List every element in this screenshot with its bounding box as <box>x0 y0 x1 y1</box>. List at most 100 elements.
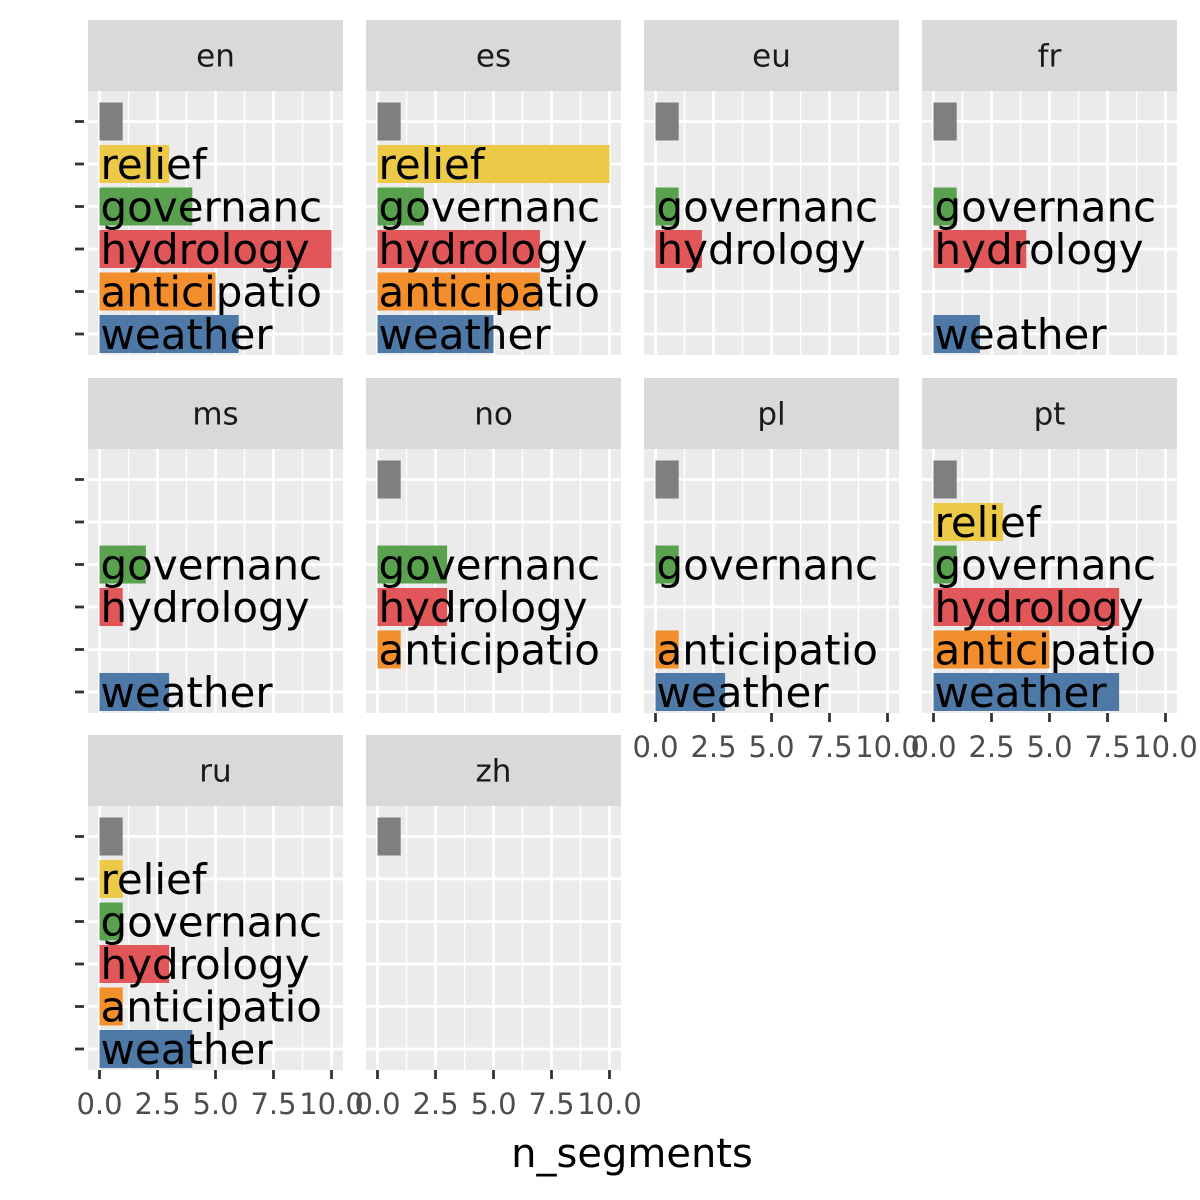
bar-label-governance: governanc <box>101 183 323 232</box>
bar-hydrology <box>655 230 702 268</box>
facets-layer: enreliefgovernanchydrologyanticipatiowea… <box>75 20 1198 1121</box>
bar-label-hydrology: hydrology <box>101 225 310 274</box>
facet-strip <box>366 735 621 806</box>
bar-anticipation <box>655 630 679 669</box>
x-tick-label: 2.5 <box>412 1087 458 1121</box>
bar-label-governance: governanc <box>101 541 323 590</box>
facet-panel-es: es reliefgovernanchydrologyanticipatiowea… <box>366 20 621 359</box>
bar-label-weather: weather <box>101 1025 274 1074</box>
bar-hydrology <box>933 588 1120 626</box>
bar-label-governance: governanc <box>657 183 879 232</box>
facet-strip <box>366 378 621 449</box>
bar-label-hydrology: hydrology <box>935 225 1144 274</box>
x-tick-label: 10.0 <box>855 730 920 764</box>
facet-strip-label: ru <box>199 754 231 790</box>
bar-governance <box>99 902 123 941</box>
bar-blank <box>933 460 957 499</box>
bar-blank <box>377 817 401 856</box>
bar-label-governance: governanc <box>379 183 601 232</box>
bar-hydrology <box>377 230 540 268</box>
bar-relief <box>377 145 610 183</box>
x-tick-label: 2.5 <box>690 730 736 764</box>
x-tick-label: 2.5 <box>134 1087 180 1121</box>
bar-governance <box>377 545 448 584</box>
bar-label-hydrology: hydrology <box>657 225 866 274</box>
bar-label-weather: weather <box>935 310 1108 359</box>
bar-label-relief: relief <box>379 140 486 189</box>
bar-label-hydrology: hydrology <box>379 583 588 632</box>
bar-hydrology <box>933 230 1027 268</box>
facet-strip <box>922 20 1177 91</box>
bar-blank <box>377 102 401 141</box>
bar-blank <box>99 102 123 141</box>
bar-weather <box>933 315 980 353</box>
x-tick-label: 5.0 <box>748 730 794 764</box>
facet-strip <box>88 735 343 806</box>
bar-hydrology <box>99 945 170 983</box>
bar-weather <box>933 673 1120 711</box>
x-tick-label: 0.0 <box>354 1087 400 1121</box>
bar-label-weather: weather <box>101 310 274 359</box>
bar-blank <box>377 460 401 499</box>
bar-label-weather: weather <box>935 668 1108 717</box>
facet-strip <box>366 20 621 91</box>
x-tick-label: 0.0 <box>76 1087 122 1121</box>
bar-blank <box>655 460 679 499</box>
facet-panel-en: en reliefgovernanchydrologyanticipatiowea… <box>75 20 343 359</box>
facet-strip-label: pt <box>1034 397 1066 433</box>
bar-weather <box>99 315 239 353</box>
bar-blank <box>655 102 679 141</box>
bar-label-hydrology: hydrology <box>101 940 310 989</box>
facet-strip-label: no <box>474 397 513 433</box>
facet-strip <box>88 378 343 449</box>
x-tick-label: 10.0 <box>1133 730 1198 764</box>
bar-governance <box>99 187 193 226</box>
bar-label-hydrology: hydrology <box>379 225 588 274</box>
bar-label-weather: weather <box>101 668 274 717</box>
x-tick-label: 5.0 <box>1026 730 1072 764</box>
x-tick-label: 10.0 <box>299 1087 364 1121</box>
bar-relief <box>99 860 123 898</box>
bar-weather <box>655 673 726 711</box>
bar-label-relief: relief <box>101 140 208 189</box>
x-tick-label: 5.0 <box>192 1087 238 1121</box>
x-tick-label: 0.0 <box>632 730 678 764</box>
facet-panel-pt: pt reliefgovernanchydrologyanticipatiowea… <box>910 378 1198 764</box>
bar-anticipation <box>99 272 216 311</box>
facet-strip <box>88 20 343 91</box>
bar-label-anticipation: anticipatio <box>101 983 322 1032</box>
x-tick-label: 0.0 <box>910 730 956 764</box>
bar-weather <box>377 315 494 353</box>
bar-governance <box>377 187 424 226</box>
bar-governance <box>933 545 957 584</box>
bar-label-governance: governanc <box>935 541 1157 590</box>
bar-label-anticipation: anticipatio <box>379 268 600 317</box>
bar-governance <box>655 187 679 226</box>
bar-hydrology <box>99 230 332 268</box>
facet-strip-label: es <box>476 39 511 75</box>
facet-strip <box>922 378 1177 449</box>
bar-label-weather: weather <box>657 668 830 717</box>
x-tick-label: 7.5 <box>1084 730 1130 764</box>
bar-blank <box>933 102 957 141</box>
facet-strip-label: en <box>196 39 235 75</box>
bar-governance <box>933 187 957 226</box>
x-tick-label: 7.5 <box>250 1087 296 1121</box>
facet-strip-label: eu <box>752 39 791 75</box>
bar-label-anticipation: anticipatio <box>379 626 600 675</box>
bar-relief <box>99 145 170 183</box>
bar-anticipation <box>933 630 1050 669</box>
bar-label-relief: relief <box>935 498 1042 547</box>
facet-strip-label: zh <box>476 754 512 790</box>
facet-panel-zh: zh 0.0 2.5 5.0 7.5 10.0 <box>354 735 642 1121</box>
bar-relief <box>933 503 1004 541</box>
bar-anticipation <box>377 272 540 311</box>
bar-label-governance: governanc <box>935 183 1157 232</box>
bar-label-anticipation: anticipatio <box>101 268 322 317</box>
facet-strip <box>644 20 899 91</box>
bar-weather <box>99 1030 193 1068</box>
x-axis-title: n_segments <box>511 1131 753 1177</box>
